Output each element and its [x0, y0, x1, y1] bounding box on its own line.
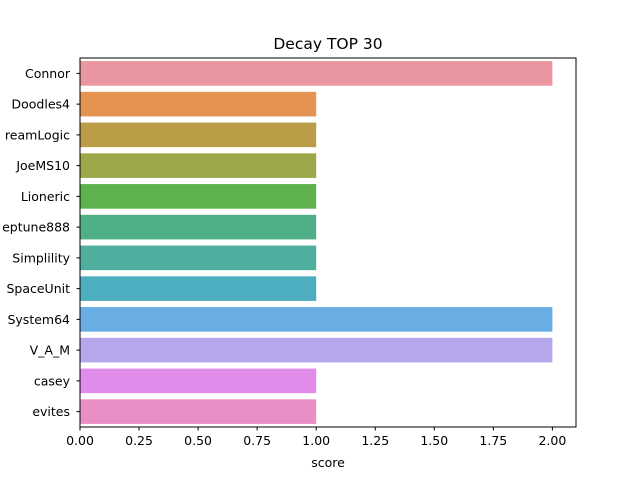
y-tick-label: JoeMS10: [15, 158, 70, 173]
bar-Doodles4: [80, 91, 317, 117]
y-tick-label: V_A_M: [30, 343, 70, 358]
bar-Simplility: [80, 245, 317, 271]
bar-JoeMS10: [80, 153, 317, 178]
bar-Connor: [80, 61, 553, 86]
bar-evites: [80, 399, 317, 424]
y-tick-label: reamLogic: [5, 127, 70, 142]
y-tick-label: casey: [34, 373, 71, 388]
x-tick-label: 1.25: [361, 433, 389, 448]
bar-casey: [80, 368, 317, 394]
x-axis-ticks: 0.00 0.25 0.50 0.75 1.00 1.25 1.50 1.75 2.00: [66, 427, 566, 448]
y-tick-label: Doodles4: [12, 97, 71, 112]
x-tick-label: 1.00: [302, 433, 330, 448]
bar-System64: [80, 307, 553, 332]
x-tick-label: 0.75: [243, 433, 271, 448]
x-tick-label: 1.75: [479, 433, 507, 448]
chart-title: Decay TOP 30: [273, 35, 382, 53]
x-axis-label: score: [311, 455, 345, 470]
y-tick-label: evites: [32, 404, 70, 419]
y-tick-label: SpaceUnit: [6, 281, 70, 296]
x-tick-label: 2.00: [538, 433, 566, 448]
y-tick-label: Connor: [25, 66, 71, 81]
y-axis-ticks: Connor Doodles4 reamLogic JoeMS10 Lioneric ep…: [2, 66, 80, 419]
x-tick-label: 0.50: [184, 433, 212, 448]
y-tick-label: Simplility: [12, 250, 70, 265]
y-tick-label: eptune888: [2, 220, 70, 235]
x-tick-label: 0.25: [125, 433, 153, 448]
x-tick-label: 1.50: [420, 433, 448, 448]
bar-Lioneric: [80, 184, 317, 209]
bar-eptune888: [80, 214, 317, 240]
bar-reamLogic: [80, 122, 317, 148]
bars-group: [80, 61, 553, 424]
bar-SpaceUnit: [80, 276, 317, 301]
plot-frame: [79, 57, 577, 428]
x-tick-label: 0.00: [66, 433, 94, 448]
bar-V_A_M: [80, 337, 553, 363]
y-tick-label: Lioneric: [21, 189, 70, 204]
y-tick-label: System64: [7, 312, 70, 327]
